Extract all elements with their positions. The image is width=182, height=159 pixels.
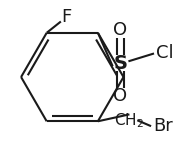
Text: F: F: [61, 8, 72, 26]
Text: Br: Br: [153, 117, 173, 135]
Text: O: O: [114, 21, 128, 39]
Text: CH$_2$: CH$_2$: [114, 111, 144, 130]
Text: S: S: [114, 54, 128, 73]
Text: Cl: Cl: [156, 45, 174, 62]
Text: O: O: [114, 87, 128, 105]
